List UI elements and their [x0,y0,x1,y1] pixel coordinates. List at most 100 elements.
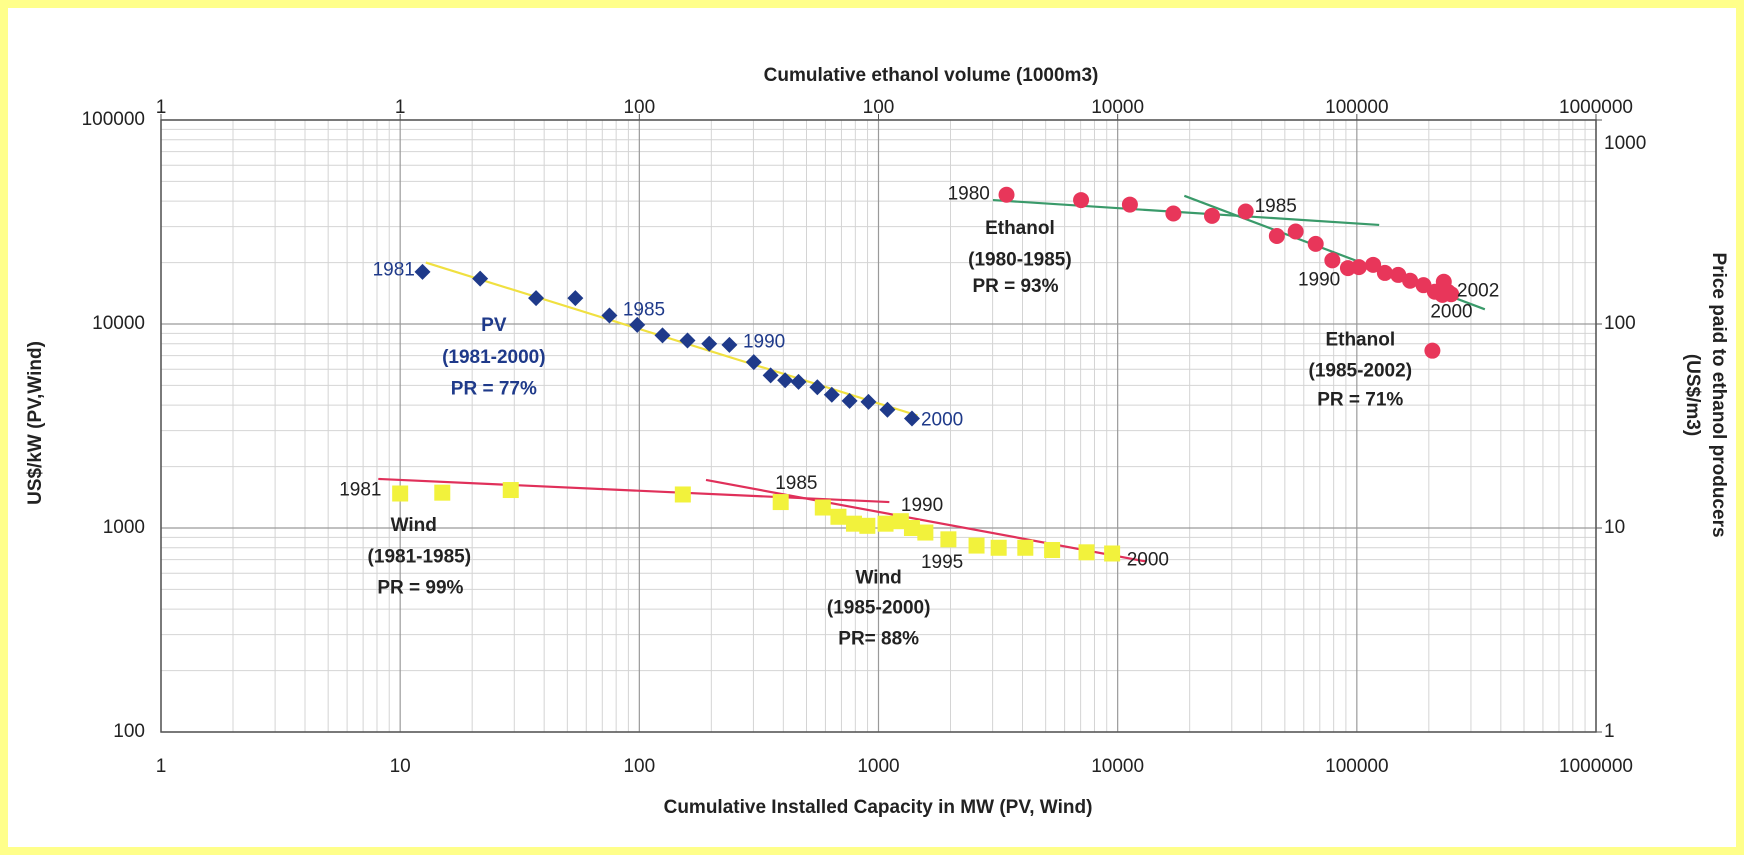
ethanol-point [1237,203,1254,220]
ethanol-point [1073,192,1090,209]
annotation: PV [481,315,507,336]
annotation: 2002 [1457,280,1499,301]
annotation: 1980 [948,184,990,205]
annotation: 1985 [623,299,665,320]
y-axis-title: US$/kW (PV,Wind) [25,341,46,505]
x-tick-label: 10 [390,756,411,777]
pv-point [809,379,826,396]
annotation: 2000 [1127,550,1169,571]
pv-point [528,290,545,307]
wind-point [877,515,894,532]
y2-tick-label: 1 [1604,721,1615,742]
wind-point [990,539,1007,556]
annotation: (1980-1985) [968,249,1072,270]
annotation: 1995 [921,552,963,573]
wind-point [814,499,831,516]
wind-point [502,482,519,499]
pv-point [790,373,807,390]
x2-tick-label: 100000 [1325,97,1388,118]
wind-point [859,517,876,534]
y2-axis-title: Price paid to ethanol producers [1708,252,1729,537]
annotation: 1990 [1298,269,1340,290]
ethanol-point [1350,259,1367,276]
top-axis-title: Cumulative ethanol volume (1000m3) [764,65,1099,86]
annotation: 1990 [901,495,943,516]
y-tick-label: 100000 [82,109,145,130]
x2-tick-label: 1000000 [1559,97,1633,118]
x2-tick-label: 1 [156,97,167,118]
pv-point [629,316,646,333]
pv-point [841,392,858,409]
x-tick-label: 1000000 [1559,756,1633,777]
wind-point [1017,539,1034,556]
annotation: 2000 [1430,302,1472,323]
annotation: 2000 [921,409,963,430]
pv-point [601,307,618,324]
ethanol-point [1390,266,1407,283]
y-tick-label: 100 [113,721,145,742]
x-tick-label: 100 [623,756,655,777]
x-axis-title: Cumulative Installed Capacity in MW (PV,… [664,797,1093,818]
pv-point [823,386,840,403]
annotation: (1981-2000) [442,347,546,368]
ethanol-point [1439,283,1456,300]
ethanol-point [1365,256,1382,273]
trend-line [992,198,1380,227]
annotation: (1985-2000) [827,597,931,618]
x-tick-label: 10000 [1091,756,1144,777]
ethanol-point [1324,252,1341,269]
trend-line [425,261,918,417]
annotation: (1985-2002) [1309,361,1413,382]
wind-point [1104,545,1121,562]
wind-point [846,515,863,532]
annotation: PR = 93% [972,276,1058,297]
pv-point [879,401,896,418]
wind-point [434,484,451,501]
x2-tick-label: 100 [623,97,655,118]
pv-point [567,290,584,307]
wind-point [917,524,934,541]
x2-tick-label: 1 [395,97,406,118]
trend-line [705,478,1146,563]
annotation: PR = 71% [1317,389,1403,410]
y2-tick-label: 10 [1604,517,1625,538]
ethanol-point [1402,272,1419,289]
y-tick-label: 1000 [103,517,145,538]
pv-point [414,263,431,280]
plot-frame [160,119,1597,733]
pv-point [721,336,738,353]
wind-point [968,537,985,554]
ethanol-point [1376,264,1393,281]
annotation: 1985 [1255,196,1297,217]
ethanol-point [998,186,1015,203]
y2-tick-label: 100 [1604,313,1636,334]
annotation: 1985 [775,473,817,494]
y-tick-label: 10000 [92,313,145,334]
wind-point [903,520,920,536]
wind-point [940,531,957,548]
annotation: Wind [856,567,902,588]
annotation: Wind [391,515,437,536]
pv-point [762,367,779,384]
y2-axis-title: (US$/m3) [1682,354,1703,436]
annotation: Ethanol [985,218,1055,239]
ethanol-point [1424,342,1441,359]
ethanol-point [1268,228,1285,245]
pv-point [679,332,696,349]
frame [8,8,1736,847]
pv-point [903,410,920,427]
x-tick-label: 1 [156,756,167,777]
pv-point [472,270,489,287]
annotation: PR = 99% [377,577,463,598]
annotation: 1981 [339,480,381,501]
wind-point [772,494,789,511]
wind-point [1078,544,1095,561]
ethanol-point [1165,205,1182,222]
wind-point [1044,542,1061,559]
pv-point [777,372,794,389]
ethanol-point [1204,207,1221,224]
y2-tick-label: 1000 [1604,133,1646,154]
annotation: PR= 88% [838,629,919,650]
wind-point [674,486,691,503]
